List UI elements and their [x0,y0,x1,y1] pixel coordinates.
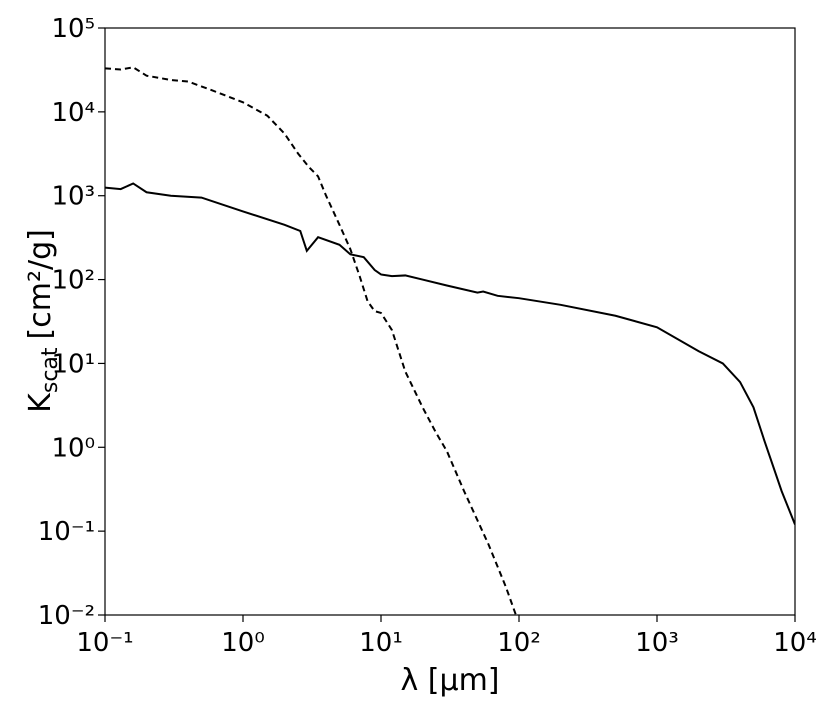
plot-lines [105,66,795,615]
x-tick-label: 10⁰ [221,628,265,658]
x-tick-label: 10² [497,628,541,658]
x-axis-label: λ [μm] [400,663,499,698]
y-label-unit: [cm²/g] [23,229,58,339]
y-tick-label: 10⁰ [51,433,95,463]
y-label-subscript: scat [38,347,63,393]
y-tick-label: 10³ [51,182,95,212]
y-label-symbol: K [23,392,58,413]
y-tick-label: 10⁴ [51,98,95,128]
y-tick-label: 10⁵ [51,14,95,44]
series-line [105,66,517,615]
y-tick-label: 10⁻² [38,601,95,631]
plot-frame [104,27,796,616]
x-tick-label: 10⁻¹ [76,628,133,658]
series-line [105,182,795,525]
y-tick-label: 10² [51,266,95,296]
y-tick-label: 10¹ [51,349,95,379]
x-tick-label: 10¹ [359,628,403,658]
x-tick-label: 10⁴ [773,628,817,658]
y-tick-label: 10⁻¹ [38,517,95,547]
y-axis-label: Kscat [cm²/g] [23,229,63,413]
x-tick-label: 10³ [635,628,679,658]
